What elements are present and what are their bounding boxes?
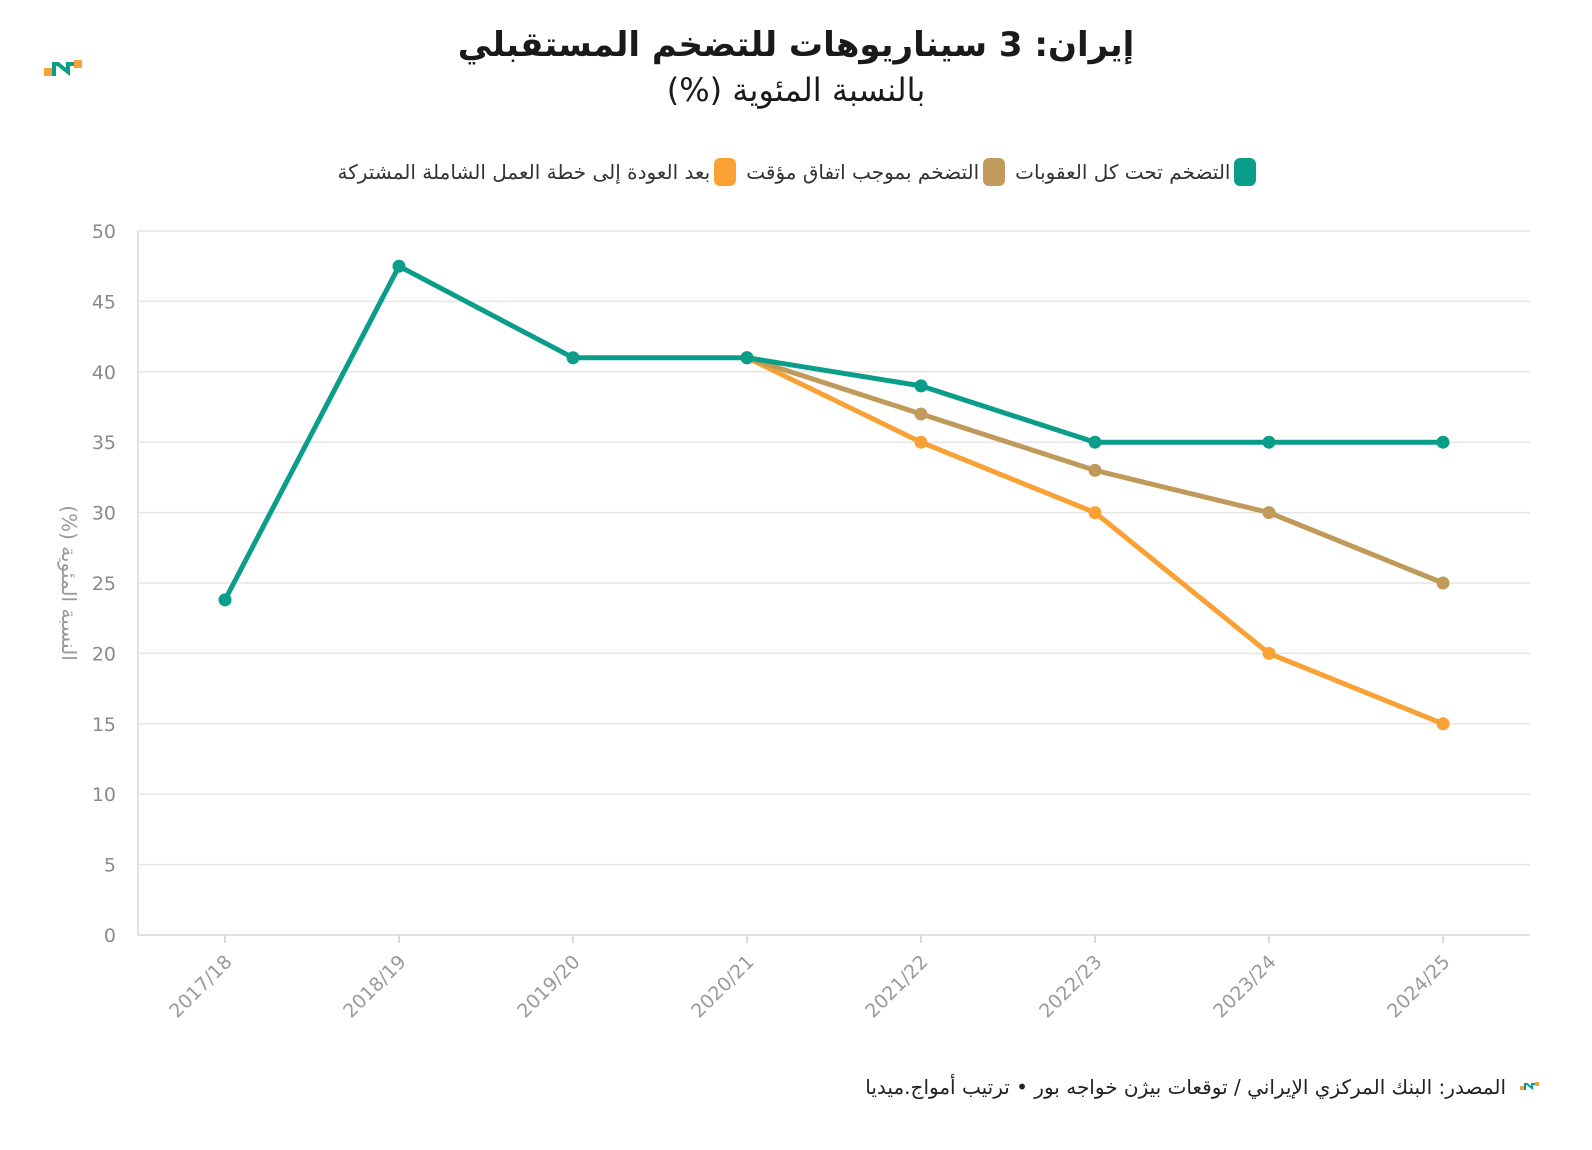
data-point-series-2 bbox=[1088, 435, 1102, 449]
y-tick-label: 50 bbox=[92, 221, 116, 243]
data-point-series-1 bbox=[1262, 506, 1276, 520]
y-tick-label: 15 bbox=[92, 714, 116, 736]
x-tick-label: 2024/25 bbox=[1383, 951, 1454, 1022]
legend-label-jcpoa-return: بعد العودة إلى خطة العمل الشاملة المشترك… bbox=[337, 160, 711, 184]
y-tick-label: 30 bbox=[92, 503, 116, 525]
brand-logo-icon bbox=[44, 60, 82, 77]
data-point-series-2 bbox=[392, 259, 406, 273]
source-footer: المصدر: البنك المركزي الإيراني / توقعات … bbox=[865, 1075, 1540, 1099]
x-tick-label: 2017/18 bbox=[165, 951, 236, 1022]
series-line-2 bbox=[222, 263, 1446, 603]
chart-subtitle: بالنسبة المئوية (%) bbox=[666, 71, 926, 109]
x-tick-label: 2022/23 bbox=[1035, 951, 1106, 1022]
data-point-series-0 bbox=[1262, 646, 1276, 660]
y-axis-title: النسبة المئوية (%) bbox=[57, 505, 81, 660]
brand-logo-small-icon bbox=[1520, 1082, 1539, 1091]
legend-swatch-sanctions bbox=[1234, 158, 1257, 186]
data-point-series-0 bbox=[1436, 717, 1450, 731]
data-point-series-1 bbox=[1088, 463, 1102, 477]
y-tick-label: 45 bbox=[92, 291, 116, 313]
legend-item-jcpoa-return[interactable]: بعد العودة إلى خطة العمل الشاملة المشترك… bbox=[336, 158, 737, 186]
y-tick-label: 5 bbox=[104, 855, 116, 877]
y-tick-label: 40 bbox=[92, 362, 116, 384]
source-text: المصدر: البنك المركزي الإيراني / توقعات … bbox=[865, 1075, 1506, 1099]
chart-header: إيران: 3 سيناريوهات للتضخم المستقبلي بال… bbox=[0, 22, 1592, 112]
chart-title: إيران: 3 سيناريوهات للتضخم المستقبلي bbox=[457, 25, 1135, 65]
data-point-series-2 bbox=[914, 379, 928, 393]
x-tick-label: 2021/22 bbox=[861, 951, 932, 1022]
data-point-series-2 bbox=[740, 351, 754, 365]
chart-legend: التضخم تحت كل العقوبات التضخم بموجب اتفا… bbox=[0, 158, 1592, 186]
legend-item-sanctions[interactable]: التضخم تحت كل العقوبات bbox=[1013, 158, 1257, 186]
x-tick-label: 2020/21 bbox=[687, 951, 758, 1022]
x-tick-label: 2019/20 bbox=[513, 951, 584, 1022]
legend-label-interim-deal: التضخم بموجب اتفاق مؤقت bbox=[746, 160, 980, 184]
data-point-series-1 bbox=[1436, 576, 1450, 590]
data-point-series-0 bbox=[914, 435, 928, 449]
data-point-series-2 bbox=[1436, 435, 1450, 449]
data-point-series-2 bbox=[1262, 435, 1276, 449]
data-point-series-0 bbox=[1088, 506, 1102, 520]
y-tick-label: 25 bbox=[92, 573, 116, 595]
y-tick-label: 10 bbox=[92, 784, 116, 806]
legend-item-interim-deal[interactable]: التضخم بموجب اتفاق مؤقت bbox=[744, 158, 1006, 186]
legend-swatch-interim-deal bbox=[983, 158, 1006, 186]
data-point-series-1 bbox=[914, 407, 928, 421]
data-point-series-2 bbox=[566, 351, 580, 365]
legend-label-sanctions: التضخم تحت كل العقوبات bbox=[1015, 160, 1231, 184]
x-tick-label: 2018/19 bbox=[339, 951, 410, 1022]
legend-swatch-jcpoa-return bbox=[714, 158, 737, 186]
data-point-series-2 bbox=[218, 593, 232, 607]
y-tick-label: 35 bbox=[92, 432, 116, 454]
x-tick-label: 2023/24 bbox=[1209, 951, 1280, 1022]
y-tick-label: 0 bbox=[104, 925, 116, 947]
y-tick-label: 20 bbox=[92, 643, 116, 665]
